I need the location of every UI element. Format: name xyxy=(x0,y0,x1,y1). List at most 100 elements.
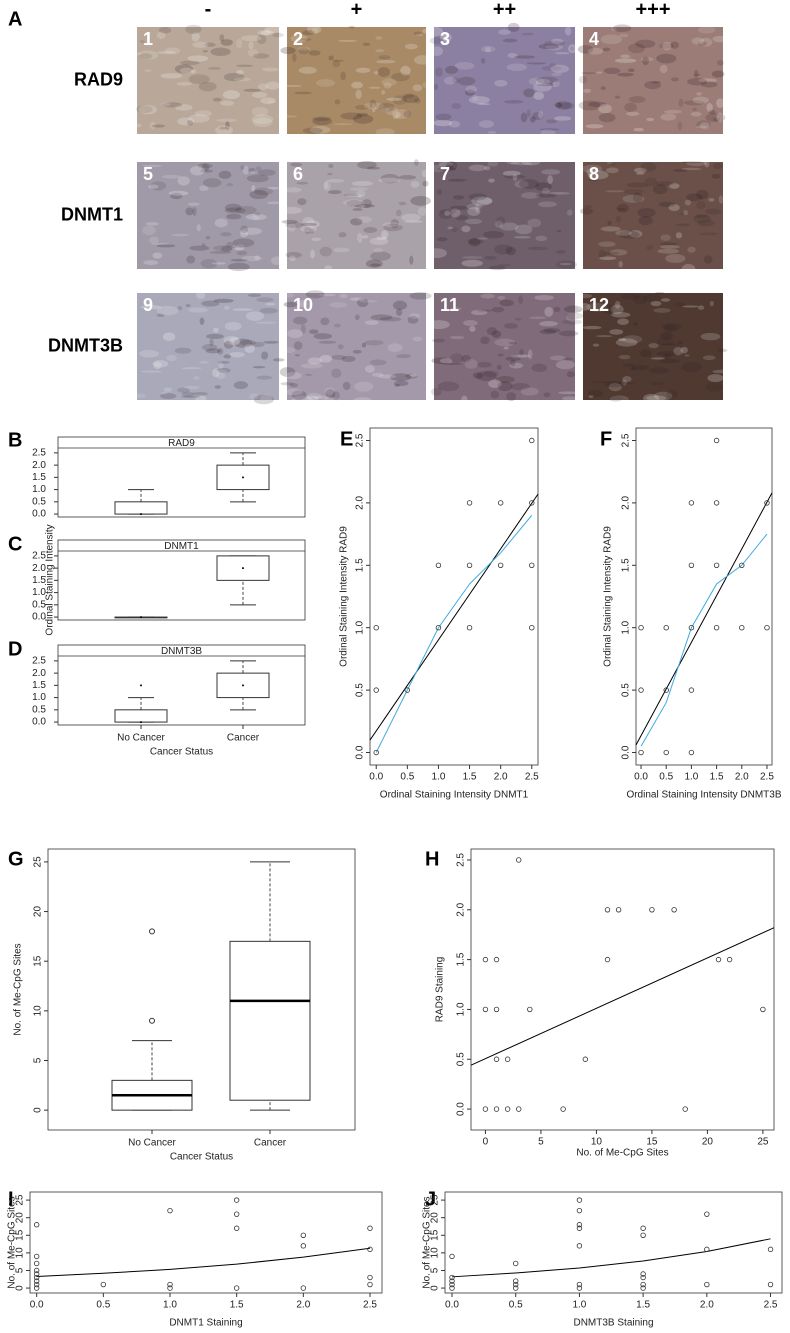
x-tick-label: 2.5 xyxy=(760,772,774,783)
micrograph-texture xyxy=(657,248,679,254)
micrograph xyxy=(287,162,426,269)
point xyxy=(715,956,722,963)
micrograph-texture xyxy=(488,379,502,389)
micrograph-texture xyxy=(461,225,471,233)
micrograph xyxy=(583,162,723,269)
micrograph-texture xyxy=(377,67,391,77)
micrograph-texture xyxy=(697,305,705,310)
x-axis-label: Ordinal Staining Intensity DNMT3B xyxy=(626,790,781,801)
micrograph-texture xyxy=(215,125,234,136)
x-tick-label: 2.0 xyxy=(700,1300,714,1311)
micrograph-texture xyxy=(671,77,679,82)
micrograph-texture xyxy=(621,379,627,386)
micrograph-texture xyxy=(144,69,152,72)
micrograph-texture xyxy=(444,210,451,216)
micrograph-texture xyxy=(708,198,715,202)
point xyxy=(604,956,611,963)
micrograph-texture xyxy=(711,70,725,78)
micrograph-texture xyxy=(240,339,256,346)
micrograph-texture xyxy=(156,31,166,39)
micrograph-texture xyxy=(313,333,333,340)
micrograph-texture xyxy=(338,232,347,238)
micrograph-texture xyxy=(199,317,205,325)
micrograph-texture xyxy=(300,323,306,334)
micrograph-texture xyxy=(341,355,356,362)
micrograph-texture xyxy=(618,230,640,239)
micrograph-texture xyxy=(257,169,276,176)
micrograph-texture xyxy=(570,46,575,51)
micrograph-texture xyxy=(298,300,308,308)
micrograph-texture xyxy=(476,309,493,312)
micrograph-texture xyxy=(378,374,397,379)
y-tick-label: 5 xyxy=(33,1057,44,1063)
micrograph-texture xyxy=(233,338,253,348)
image-number: 3 xyxy=(440,29,450,49)
micrograph-texture xyxy=(363,226,378,233)
median xyxy=(242,684,244,687)
micrograph-texture xyxy=(302,216,315,227)
micrograph-texture xyxy=(534,295,554,301)
point xyxy=(739,562,745,568)
x-tick-label: Cancer xyxy=(254,1138,287,1149)
micrograph-texture xyxy=(186,255,196,264)
x-axis-label: Ordinal Staining Intensity DNMT1 xyxy=(380,790,529,801)
micrograph-texture xyxy=(204,42,216,47)
panel-label: H xyxy=(425,848,439,870)
micrograph-texture xyxy=(696,189,709,200)
micrograph-texture xyxy=(494,244,513,255)
micrograph-texture xyxy=(673,302,687,307)
micrograph-texture xyxy=(272,358,285,362)
x-tick-label: 1.0 xyxy=(684,772,698,783)
micrograph-texture xyxy=(450,353,464,364)
micrograph-texture xyxy=(387,343,403,353)
micrograph-texture xyxy=(381,78,397,86)
micrograph-texture xyxy=(540,129,556,137)
micrograph-texture xyxy=(291,395,313,405)
micrograph-texture xyxy=(531,363,548,373)
micrograph-texture xyxy=(564,305,583,313)
point xyxy=(493,1006,500,1013)
micrograph-texture xyxy=(381,90,386,95)
micrograph-texture xyxy=(554,102,563,108)
micrograph-texture xyxy=(218,170,232,179)
micrograph-texture xyxy=(333,247,350,253)
micrograph-texture xyxy=(555,360,575,370)
micrograph-texture xyxy=(656,351,678,357)
micrograph-texture xyxy=(606,167,619,174)
micrograph-texture xyxy=(535,182,552,192)
micrograph-texture xyxy=(152,124,166,128)
micrograph-texture xyxy=(187,55,209,62)
micrograph-texture xyxy=(684,354,690,357)
y-tick-label: 0.0 xyxy=(621,745,632,759)
micrograph-texture xyxy=(364,365,375,373)
micrograph-texture xyxy=(349,187,369,192)
micrograph-texture xyxy=(185,304,191,307)
y-tick-label: 1.5 xyxy=(456,952,467,966)
micrograph-texture xyxy=(224,207,246,214)
point xyxy=(604,907,611,913)
micrograph-texture xyxy=(706,103,713,113)
micrograph-texture xyxy=(224,321,242,331)
micrograph-texture xyxy=(471,309,488,316)
outlier xyxy=(140,684,142,687)
micrograph-texture xyxy=(374,71,379,75)
micrograph-texture xyxy=(247,167,256,173)
micrograph-texture xyxy=(315,79,335,87)
micrograph-texture xyxy=(445,164,453,169)
point xyxy=(529,437,535,444)
micrograph-texture xyxy=(628,230,643,238)
x-tick-label: 5 xyxy=(538,1137,544,1148)
micrograph-texture xyxy=(432,119,453,127)
micrograph-texture xyxy=(395,112,401,118)
micrograph-texture xyxy=(263,340,279,344)
micrograph-texture xyxy=(236,250,247,256)
micrograph-texture xyxy=(529,116,536,123)
micrograph-texture xyxy=(265,302,276,306)
micrograph-texture xyxy=(422,82,429,88)
micrograph-texture xyxy=(305,290,325,299)
micrograph-texture xyxy=(302,127,323,134)
micrograph-texture xyxy=(496,216,506,226)
point xyxy=(529,500,535,506)
micrograph-texture xyxy=(697,219,715,227)
micrograph-texture xyxy=(675,232,683,239)
